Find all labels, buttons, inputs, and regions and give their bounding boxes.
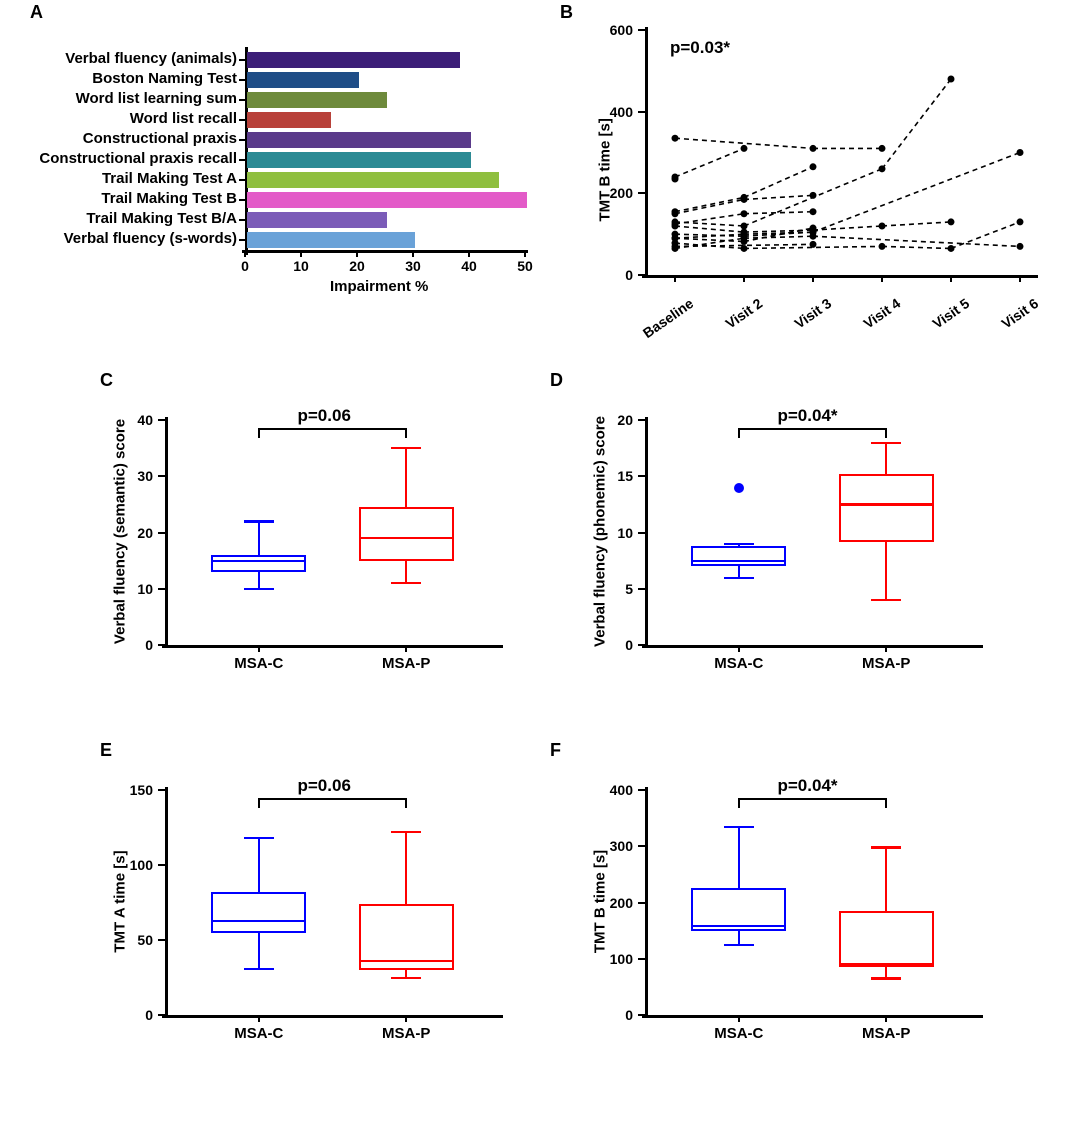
bar-category-label: Trail Making Test B/A	[7, 210, 237, 227]
p-value-annotation: p=0.06	[298, 776, 351, 796]
x-tick-label: 30	[405, 258, 421, 274]
bar	[247, 112, 331, 128]
bar	[247, 152, 471, 168]
panel-e-boxplot: 050100150TMT A time [s]MSA-CMSA-Pp=0.06	[80, 770, 520, 1100]
bar-category-label: Verbal fluency (animals)	[7, 50, 237, 67]
box	[839, 474, 934, 542]
bar	[247, 192, 527, 208]
p-value-annotation: p=0.04*	[778, 406, 838, 426]
bar	[247, 172, 499, 188]
bar	[247, 92, 387, 108]
bar	[247, 72, 359, 88]
figure-page: A B C D E F Verbal fluency (animals)Bost…	[0, 0, 1084, 1122]
x-group-label: MSA-P	[862, 1025, 910, 1042]
x-axis-label: Impairment %	[330, 278, 428, 295]
panel-c-boxplot: 010203040Verbal fluency (semantic) score…	[80, 400, 520, 730]
panel-label-d: D	[550, 370, 563, 391]
panel-f-boxplot: 0100200300400TMT B time [s]MSA-CMSA-Pp=0…	[560, 770, 1025, 1100]
bar-category-label: Trail Making Test A	[7, 170, 237, 187]
panel-d-boxplot: 05101520Verbal fluency (phonemic) scoreM…	[560, 400, 1025, 730]
x-group-label: MSA-P	[862, 655, 910, 672]
x-group-label: MSA-P	[382, 655, 430, 672]
bar	[247, 52, 460, 68]
x-tick-label: 50	[517, 258, 533, 274]
x-group-label: MSA-C	[234, 1025, 283, 1042]
x-tick-label: 20	[349, 258, 365, 274]
panel-label-c: C	[100, 370, 113, 391]
box	[691, 546, 786, 566]
y-axis-label: Verbal fluency (phonemic) score	[592, 401, 609, 661]
x-group-label: MSA-C	[714, 1025, 763, 1042]
bar	[247, 212, 387, 228]
panel-b-spaghetti-chart: 0200400600BaselineVisit 2Visit 3Visit 4V…	[560, 20, 1070, 350]
x-tick-label: 40	[461, 258, 477, 274]
box	[839, 911, 934, 967]
p-value-annotation: p=0.04*	[778, 776, 838, 796]
x-tick-label: 0	[241, 258, 249, 274]
box	[211, 892, 306, 933]
bar	[247, 232, 415, 248]
box	[211, 555, 306, 572]
bar-category-label: Trail Making Test B	[7, 190, 237, 207]
bar	[247, 132, 471, 148]
panel-label-e: E	[100, 740, 112, 761]
bar-category-label: Word list learning sum	[7, 90, 237, 107]
bar-category-label: Constructional praxis	[7, 130, 237, 147]
y-axis-label: Verbal fluency (semantic) score	[112, 401, 129, 661]
panel-label-f: F	[550, 740, 561, 761]
panel-a-bar-chart: Verbal fluency (animals) Boston Naming Te…	[0, 40, 540, 310]
outlier-point	[734, 483, 744, 493]
x-tick-label: 10	[293, 258, 309, 274]
p-value-annotation: p=0.06	[298, 406, 351, 426]
box	[359, 507, 454, 560]
x-group-label: MSA-C	[234, 655, 283, 672]
x-group-label: MSA-C	[714, 655, 763, 672]
y-axis-label: TMT A time [s]	[112, 771, 129, 1031]
bar-category-label: Constructional praxis recall	[7, 150, 237, 167]
bar-category-label: Word list recall	[7, 110, 237, 127]
bar-category-label: Verbal fluency (s-words)	[7, 230, 237, 247]
bar-category-label: Boston Naming Test	[7, 70, 237, 87]
x-group-label: MSA-P	[382, 1025, 430, 1042]
panel-label-a: A	[30, 2, 43, 23]
y-axis-label: TMT B time [s]	[592, 771, 609, 1031]
